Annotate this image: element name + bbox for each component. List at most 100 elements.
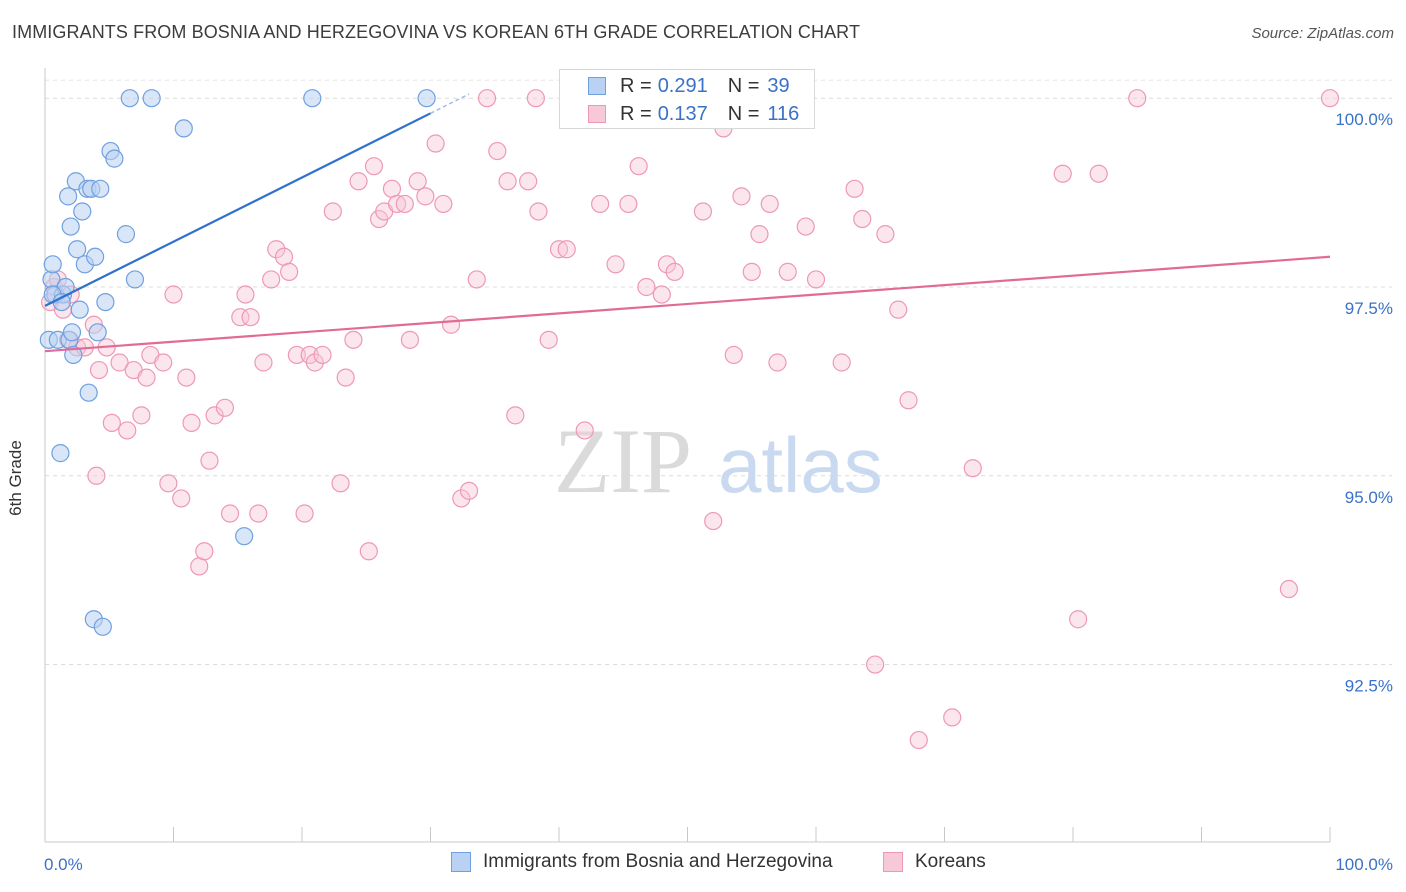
point-bosnia	[70, 300, 89, 319]
point-koreans	[943, 708, 962, 727]
point-koreans	[110, 353, 129, 372]
point-koreans	[205, 406, 224, 425]
bottom-legend-bosnia: Immigrants from Bosnia and Herzegovina	[451, 851, 833, 873]
point-koreans	[760, 194, 779, 214]
point-koreans	[652, 285, 671, 304]
legend-r-value-koreans: 0.137	[657, 102, 708, 125]
point-koreans	[742, 262, 761, 281]
legend-swatch-bosnia	[588, 77, 606, 95]
point-koreans	[395, 194, 414, 214]
y-axis-label: 6th Grade	[6, 440, 25, 516]
y-tick-label: 100.0%	[1335, 110, 1393, 129]
point-koreans	[557, 240, 576, 259]
point-koreans	[331, 474, 350, 493]
point-koreans	[488, 141, 507, 161]
point-koreans	[118, 421, 137, 440]
legend-r-label: R =	[620, 74, 652, 97]
point-koreans	[195, 542, 214, 561]
point-koreans	[750, 225, 769, 244]
point-koreans	[796, 217, 815, 236]
point-koreans	[274, 247, 294, 266]
point-koreans	[832, 353, 851, 372]
x-tick-label: 0.0%	[44, 855, 83, 874]
trend-extension-bosnia	[430, 93, 470, 114]
bottom-legend-swatch-koreans	[883, 852, 903, 872]
point-koreans	[382, 179, 402, 198]
point-koreans	[909, 730, 928, 750]
point-koreans	[231, 308, 250, 327]
point-koreans	[295, 504, 314, 523]
point-koreans	[853, 209, 872, 229]
point-koreans	[1128, 89, 1147, 108]
point-koreans	[889, 300, 908, 319]
point-koreans	[441, 315, 461, 334]
point-koreans	[704, 511, 723, 531]
point-koreans	[549, 240, 569, 259]
point-koreans	[963, 459, 982, 478]
point-koreans	[629, 157, 648, 176]
point-koreans	[606, 255, 625, 274]
point-bosnia	[79, 383, 98, 402]
bottom-legend-swatch-bosnia	[451, 852, 471, 872]
bottom-legend-label-bosnia: Immigrants from Bosnia and Herzegovina	[483, 851, 833, 872]
point-koreans	[154, 353, 173, 372]
x-tick-label: 100.0%	[1335, 855, 1393, 874]
legend-n-label: N =	[727, 102, 760, 125]
point-koreans	[87, 466, 106, 485]
point-koreans	[349, 172, 368, 191]
point-bosnia	[64, 345, 83, 365]
point-bosnia	[59, 187, 78, 206]
point-bosnia	[174, 119, 193, 138]
point-bosnia	[105, 149, 124, 168]
point-koreans	[724, 345, 743, 365]
point-koreans	[693, 202, 713, 221]
point-koreans	[313, 345, 332, 365]
y-tick-label: 97.5%	[1345, 299, 1393, 318]
point-koreans	[102, 413, 121, 433]
point-koreans	[267, 240, 286, 259]
y-tick-label: 92.5%	[1345, 677, 1393, 696]
series-bosnia-points	[39, 89, 436, 636]
trend-lines	[44, 93, 1331, 353]
point-koreans	[177, 368, 196, 387]
point-koreans	[344, 330, 363, 349]
point-koreans	[467, 270, 486, 289]
point-koreans	[416, 187, 435, 206]
stats-legend: R = 0.291 N = 39 R = 0.137 N = 116	[559, 69, 815, 129]
point-koreans	[280, 262, 299, 281]
point-koreans	[241, 308, 260, 327]
point-bosnia	[91, 179, 110, 198]
legend-r-value-bosnia: 0.291	[657, 74, 708, 97]
bottom-legend-label-koreans: Koreans	[915, 851, 986, 872]
point-bosnia	[142, 89, 161, 108]
point-koreans	[477, 89, 497, 108]
watermark: ZIP atlas	[554, 410, 883, 512]
point-koreans	[262, 270, 281, 289]
point-koreans	[1279, 579, 1298, 599]
point-koreans	[768, 353, 787, 372]
point-koreans	[519, 172, 538, 191]
watermark-zip: ZIP	[554, 410, 692, 512]
point-koreans	[323, 202, 342, 221]
point-koreans	[732, 187, 751, 206]
point-koreans	[526, 89, 545, 108]
point-koreans	[619, 194, 638, 214]
point-koreans	[498, 172, 517, 191]
grid-lines	[45, 79, 1392, 666]
chart-source: Source: ZipAtlas.com	[1251, 25, 1394, 42]
point-koreans	[506, 406, 525, 425]
point-koreans	[400, 330, 420, 349]
legend-row-bosnia: R = 0.291 N = 39	[560, 73, 790, 99]
point-bosnia	[88, 323, 107, 342]
axes	[44, 68, 1331, 843]
point-bosnia	[303, 89, 322, 108]
point-koreans	[364, 157, 384, 176]
point-koreans	[876, 225, 895, 244]
point-koreans	[137, 368, 156, 387]
tick-labels: 92.5% 95.0% 97.5% 100.0% 0.0% 100.0%	[44, 110, 1393, 874]
point-koreans	[1320, 89, 1340, 108]
point-koreans	[164, 285, 183, 304]
point-koreans	[172, 489, 191, 508]
point-koreans	[459, 481, 479, 500]
y-tick-label: 95.0%	[1345, 488, 1393, 507]
